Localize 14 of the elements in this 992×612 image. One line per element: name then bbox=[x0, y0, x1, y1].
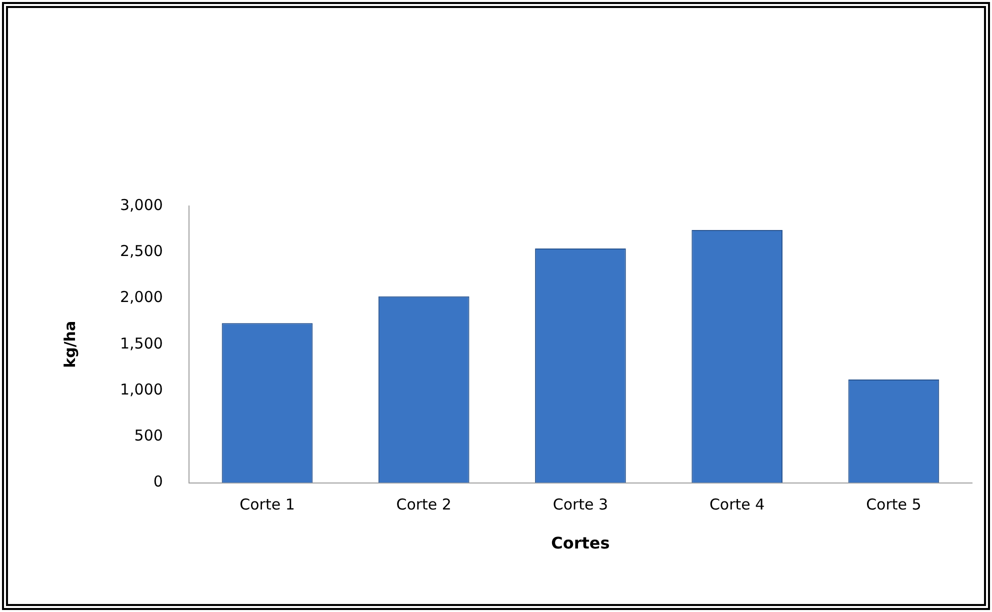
y-tick-label: 2,500 bbox=[120, 242, 163, 260]
x-axis-title: Cortes bbox=[551, 534, 610, 553]
x-tick-label: Corte 5 bbox=[866, 496, 922, 514]
y-tick-label: 1,000 bbox=[120, 380, 163, 398]
y-axis-title: kg/ha bbox=[60, 320, 79, 368]
x-tick-label: Corte 1 bbox=[240, 496, 295, 514]
y-tick-label: 0 bbox=[153, 472, 163, 491]
x-tick-label: Corte 4 bbox=[709, 496, 765, 514]
x-tick-label: Corte 3 bbox=[552, 496, 608, 514]
y-tick-label: 1,500 bbox=[120, 334, 163, 352]
y-tick-label: 2,000 bbox=[120, 288, 163, 306]
y-tick-label: 3,000 bbox=[120, 196, 163, 214]
y-tick-label: 500 bbox=[134, 426, 163, 445]
x-tick-label: Corte 2 bbox=[396, 496, 452, 514]
